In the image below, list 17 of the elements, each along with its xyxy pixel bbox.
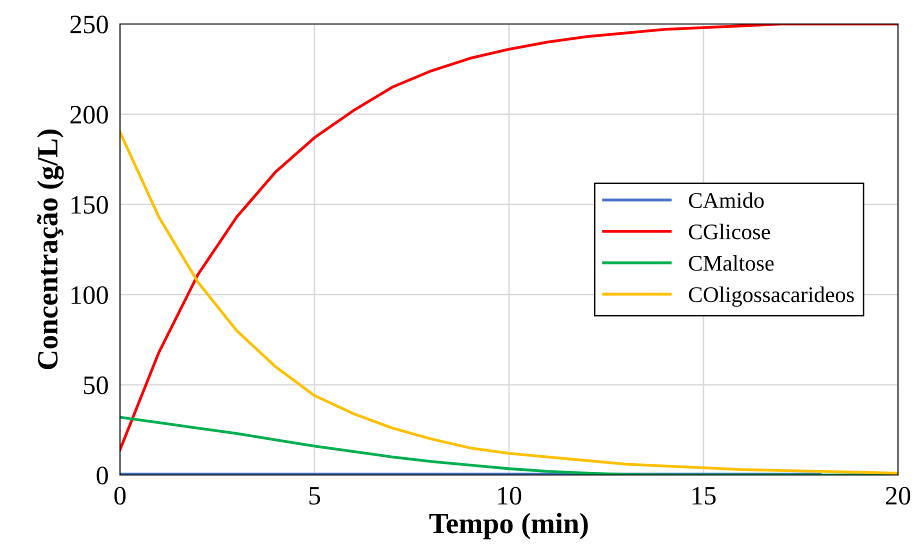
- x-axis-title: Tempo (min): [429, 512, 588, 540]
- x-tick-label: 0: [114, 486, 126, 505]
- y-tick-label: 0: [96, 466, 108, 484]
- y-tick-label: 100: [72, 286, 108, 304]
- x-tick-label: 20: [886, 486, 910, 505]
- legend-label: CMaltose: [688, 255, 774, 271]
- x-tick-label: 5: [309, 487, 320, 505]
- y-tick-label: 50: [84, 376, 108, 394]
- y-axis-title: Concentração (g/L): [37, 130, 64, 370]
- x-tick-label: 10: [498, 486, 522, 505]
- y-tick-label: 250: [70, 16, 108, 34]
- y-tick-label: 200: [70, 106, 108, 124]
- legend-label: CAmido: [688, 192, 764, 208]
- y-tick-label: 150: [72, 196, 108, 214]
- x-tick-label: 15: [692, 487, 716, 505]
- legend-label: COligossacarideos: [688, 286, 854, 307]
- legend-label: CGlicose: [688, 224, 770, 240]
